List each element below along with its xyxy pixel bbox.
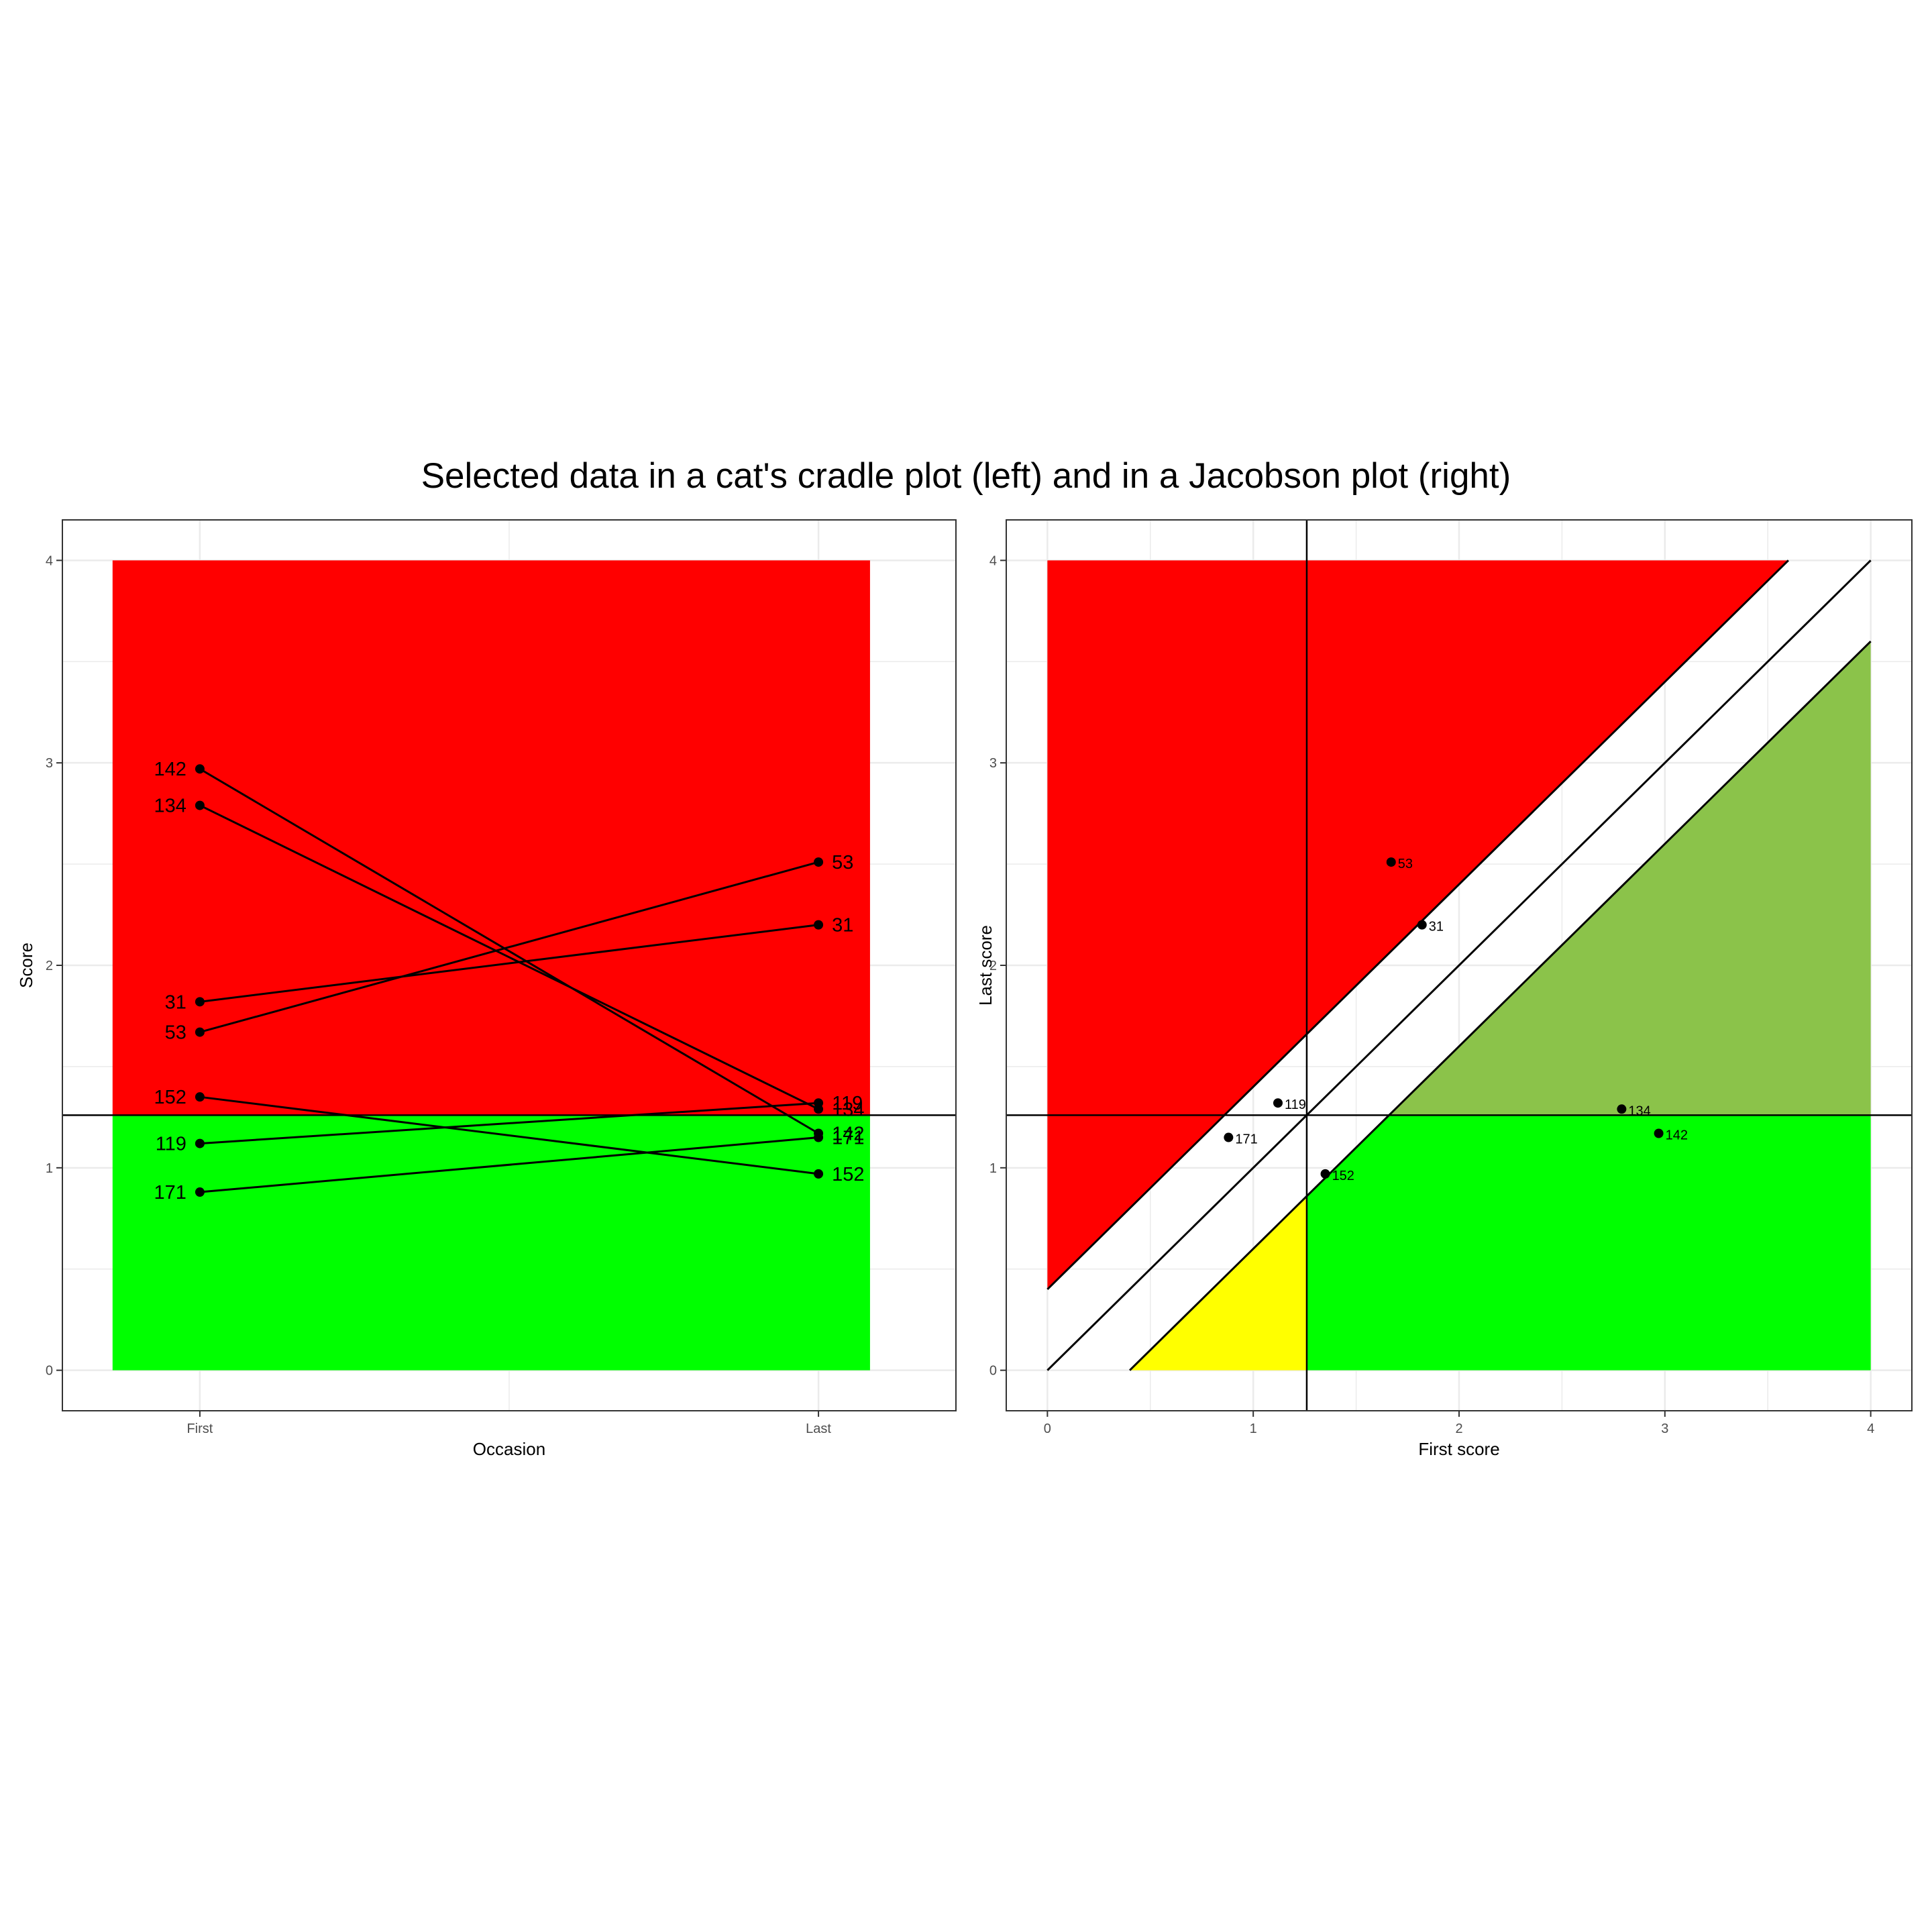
data-label: 53 [165,1022,186,1044]
data-label: 152 [832,1164,864,1185]
data-label: 171 [832,1128,864,1149]
jacobson-plot: 53 31 119 171 152 134 142 0 1 2 3 4 0 1 2 3 4 First score… [975,519,1913,1459]
data-label: 134 [154,796,186,817]
zone-green [112,1115,870,1371]
series-line-31 [199,924,819,1003]
x-tick-label: 4 [1867,1421,1874,1436]
data-point-119-first [195,1138,205,1148]
figure-title: Selected data in a cat's cradle plot (le… [421,456,1511,496]
data-label: 53 [1398,857,1413,871]
y-tick-label: 0 [989,1364,997,1379]
series-line-142 [199,767,819,1134]
y-tick-label: 2 [989,959,997,973]
cats-cradle-plot: 1421421341343131535315215211911917117101… [16,519,957,1459]
series-line-119 [199,1102,819,1145]
zone-recovered [1306,1115,1871,1371]
data-point-31 [1417,920,1427,930]
data-point-152-last [814,1169,824,1179]
data-point-119 [1273,1098,1283,1108]
x-tick-label: 1 [1250,1421,1257,1436]
y-tick-label: 2 [46,959,53,973]
data-label: 31 [832,915,853,936]
data-point-171-first [195,1187,205,1197]
data-point-142 [1654,1128,1664,1138]
data-label: 119 [1285,1097,1306,1112]
series-line-152 [199,1095,819,1175]
data-point-152-first [195,1092,205,1102]
data-label: 142 [154,759,186,780]
data-point-53 [1386,857,1396,867]
y-tick-label: 1 [989,1161,997,1176]
data-label: 171 [154,1182,186,1203]
x-axis-title: Occasion [473,1439,545,1459]
data-label: 134 [832,1099,864,1120]
data-point-31-first [195,997,205,1007]
lower-rci-line [1129,641,1872,1371]
data-label: 152 [154,1087,186,1108]
data-label: 134 [1628,1104,1650,1118]
zone-red [112,560,870,1116]
data-point-152 [1320,1169,1330,1179]
data-label: 142 [832,1124,864,1145]
y-tick-label: 3 [989,756,997,771]
y-tick-label: 4 [46,553,53,568]
x-tick-label: Last [806,1421,831,1436]
data-point-53-first [195,1027,205,1037]
data-label: 53 [832,852,853,873]
y-tick-label: 3 [46,756,53,771]
x-tick-label: 3 [1661,1421,1668,1436]
data-label: 31 [1429,920,1444,934]
series-line-53 [199,861,819,1034]
data-point-53-last [814,857,824,867]
y-tick-label: 4 [989,553,997,568]
y-axis-title: Score [16,943,36,988]
data-point-171 [1224,1132,1234,1142]
data-point-134-first [195,800,205,810]
x-axis-title: First score [1418,1439,1499,1459]
data-label: 142 [1666,1128,1688,1143]
data-label: 119 [156,1134,186,1155]
data-point-171-last [814,1132,824,1142]
data-label: 152 [1332,1169,1354,1183]
y-axis-title: Last score [975,925,996,1006]
x-tick-label: 2 [1455,1421,1462,1436]
data-point-119-last [814,1098,824,1108]
y-tick-label: 1 [46,1161,53,1176]
data-point-31-last [814,920,824,930]
data-point-134 [1617,1104,1627,1114]
data-label: 171 [1235,1132,1257,1147]
y-tick-label: 0 [46,1364,53,1379]
x-tick-label: 0 [1044,1421,1051,1436]
series-line-171 [199,1136,819,1193]
x-tick-label: First [186,1421,213,1436]
data-label: 31 [165,991,186,1013]
no-change-line [1046,559,1872,1371]
data-point-142-first [195,764,205,774]
data-label: 119 [832,1093,863,1114]
series-line-134 [199,804,819,1110]
